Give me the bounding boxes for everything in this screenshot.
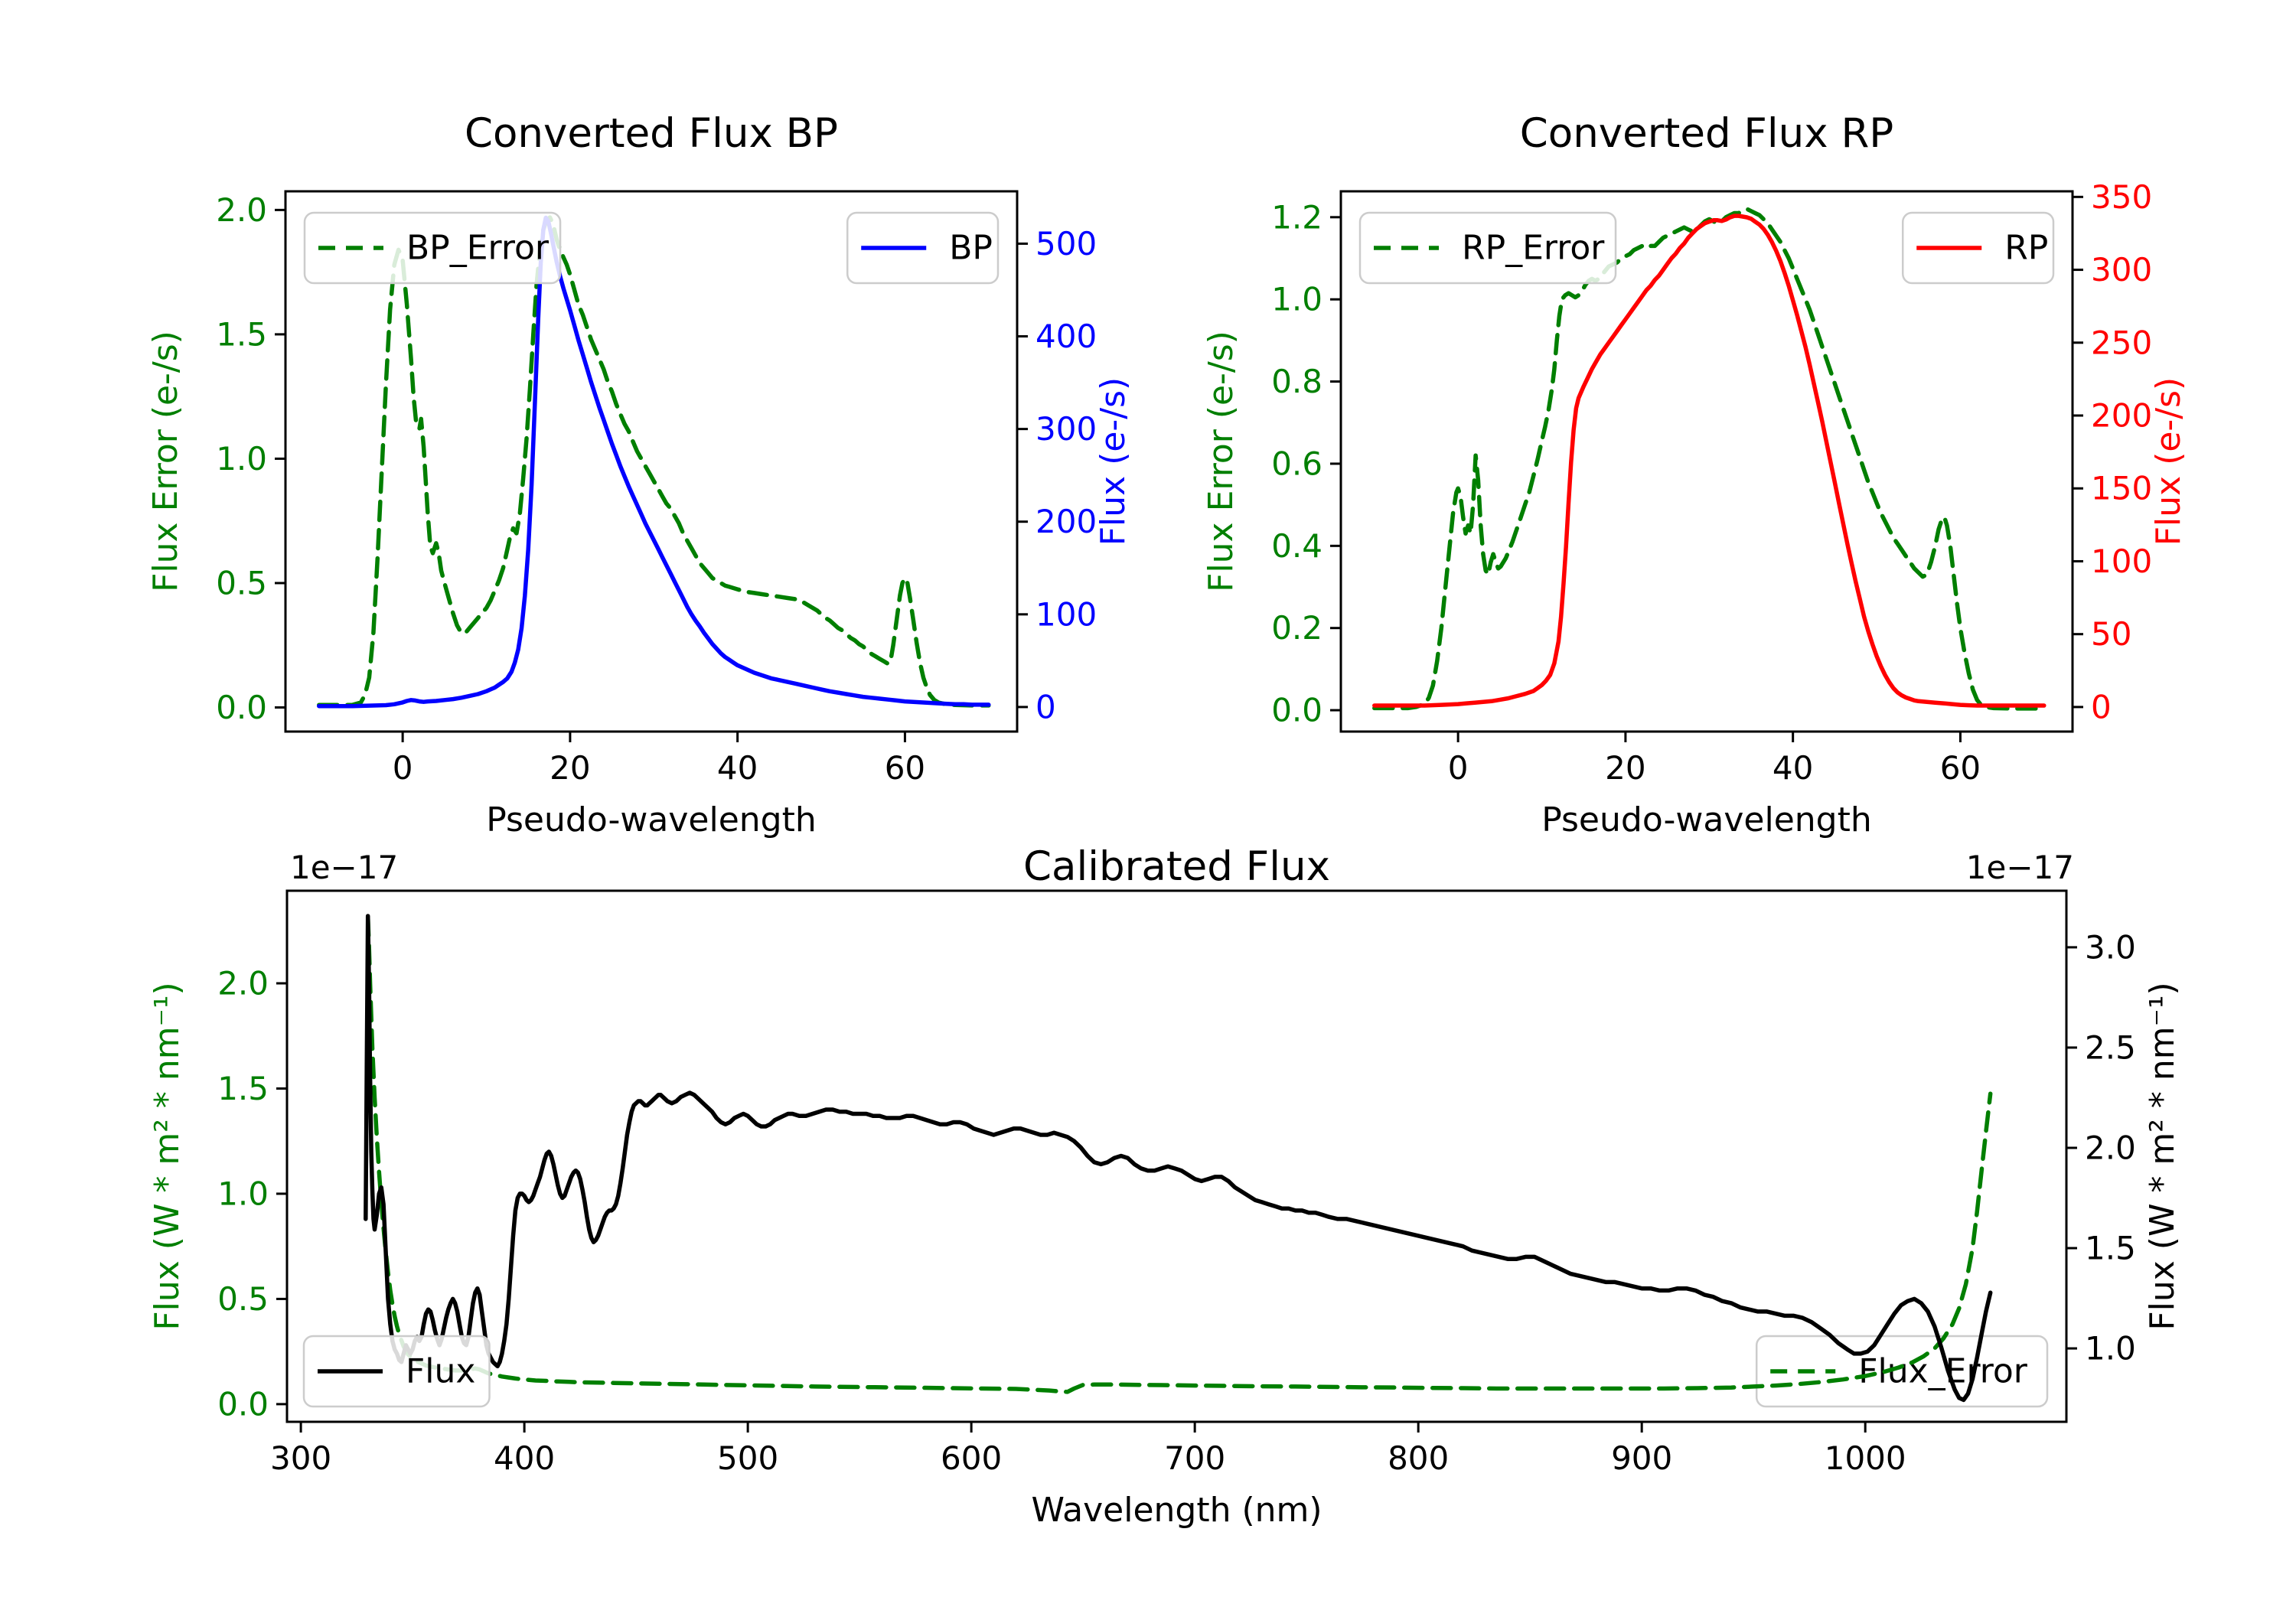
y-tick-label-left: 0.5 bbox=[217, 1280, 269, 1318]
y-tick-label-right: 500 bbox=[1035, 225, 1097, 262]
x-tick-label: 500 bbox=[717, 1439, 778, 1477]
x-tick-label: 0 bbox=[1448, 749, 1469, 787]
x-tick-label: 800 bbox=[1388, 1439, 1449, 1477]
legend-bp: BP bbox=[846, 211, 1000, 285]
series-flux_error bbox=[365, 914, 1993, 1394]
series-rp_error bbox=[1372, 207, 2047, 711]
y-tick-label-right: 100 bbox=[2091, 543, 2152, 580]
y-tick-label-left: 1.0 bbox=[216, 440, 267, 478]
y-tick-label-left: 0.4 bbox=[1271, 527, 1322, 565]
chart-title: Converted Flux BP bbox=[465, 110, 838, 157]
chart-rp: 0 20 40 60 0.0 0.2 0.4 0.6 0.8 1.0 1.2 0 50 100 150 200… bbox=[1202, 110, 2188, 839]
y-tick-label-right: 1.5 bbox=[2085, 1230, 2136, 1267]
x-tick-label: 0 bbox=[393, 749, 413, 787]
legend-frame bbox=[1755, 1335, 2049, 1408]
legend-label: RP bbox=[2004, 229, 2048, 268]
x-tick-label: 40 bbox=[717, 749, 758, 787]
chart-bp: 0 20 40 60 0.0 0.5 1.0 1.5 2.0 0 100 200 300 400 500 Co… bbox=[146, 110, 1133, 839]
y-tick-label-left: 0.0 bbox=[216, 689, 267, 726]
y-axis-label-right: Flux (e-/s) bbox=[2149, 377, 2188, 546]
y-tick-label-left: 2.0 bbox=[217, 964, 269, 1002]
y-tick-label-right: 2.0 bbox=[2085, 1129, 2136, 1166]
legend-rp: RP bbox=[1901, 211, 2055, 285]
y-axis-label-right: Flux (W * m² * nm⁻¹) bbox=[2143, 982, 2182, 1330]
y-tick-label-right: 0 bbox=[1035, 688, 1056, 725]
y-tick-label-right: 50 bbox=[2091, 615, 2131, 653]
legend-frame bbox=[303, 211, 562, 285]
y-tick-label-left: 0.8 bbox=[1271, 363, 1322, 400]
legend-flux: Flux bbox=[302, 1335, 491, 1408]
chart-title: Calibrated Flux bbox=[1023, 843, 1330, 890]
legend-bp_error: BP_Error bbox=[303, 211, 562, 285]
offset-text-left: 1e−17 bbox=[290, 849, 398, 886]
y-tick-label-left: 2.0 bbox=[216, 191, 267, 229]
series-bp_error bbox=[317, 215, 991, 708]
chart-calibrated: Flux_Error 300 400 500 600 700 800 900 1000 0.0 0.… bbox=[148, 843, 2182, 1530]
legend-label: BP_Error bbox=[406, 229, 550, 268]
x-axis-label: Pseudo-wavelength bbox=[486, 800, 817, 839]
legend-label: BP bbox=[949, 229, 993, 268]
y-tick-label-right: 150 bbox=[2091, 470, 2152, 507]
y-tick-label-right: 100 bbox=[1035, 595, 1097, 633]
y-tick-label-right: 200 bbox=[1035, 503, 1097, 540]
series-rp bbox=[1372, 214, 2047, 708]
legend-frame bbox=[1358, 211, 1617, 285]
y-tick-label-right: 350 bbox=[2091, 178, 2152, 216]
legend-label: Flux bbox=[406, 1352, 475, 1391]
x-tick-label: 400 bbox=[494, 1439, 555, 1477]
offset-text-right: 1e−17 bbox=[1966, 849, 2074, 886]
y-tick-label-left: 1.5 bbox=[216, 315, 267, 353]
chart-title: Converted Flux RP bbox=[1520, 110, 1893, 157]
y-tick-label-left: 1.0 bbox=[217, 1175, 269, 1212]
x-axis-label: Wavelength (nm) bbox=[1031, 1491, 1322, 1530]
legend-rp_error: RP_Error bbox=[1358, 211, 1617, 285]
x-axis-label: Pseudo-wavelength bbox=[1541, 800, 1872, 839]
x-tick-label: 300 bbox=[270, 1439, 331, 1477]
x-tick-label: 40 bbox=[1773, 749, 1813, 787]
y-tick-label-right: 2.5 bbox=[2085, 1028, 2136, 1066]
y-tick-label-right: 300 bbox=[1035, 410, 1097, 448]
y-axis-label-left: Flux (W * m² * nm⁻¹) bbox=[148, 982, 187, 1330]
legend-label: RP_Error bbox=[1462, 229, 1605, 268]
y-tick-label-left: 0.0 bbox=[1271, 692, 1322, 729]
series-flux bbox=[364, 914, 1993, 1403]
x-tick-label: 60 bbox=[1940, 749, 1981, 787]
x-tick-label: 700 bbox=[1164, 1439, 1225, 1477]
x-tick-label: 600 bbox=[941, 1439, 1002, 1477]
y-tick-label-right: 300 bbox=[2091, 251, 2152, 288]
y-tick-label-left: 0.5 bbox=[216, 564, 267, 601]
y-axis-label-left: Flux Error (e-/s) bbox=[1202, 331, 1241, 592]
y-tick-label-left: 1.2 bbox=[1271, 198, 1322, 236]
x-tick-label: 1000 bbox=[1825, 1439, 1906, 1477]
x-tick-label: 20 bbox=[550, 749, 590, 787]
y-tick-label-left: 0.0 bbox=[217, 1385, 269, 1423]
y-tick-label-left: 0.2 bbox=[1271, 609, 1322, 647]
x-tick-label: 900 bbox=[1611, 1439, 1672, 1477]
plot-spines bbox=[284, 190, 1019, 733]
plot-spines bbox=[285, 889, 2068, 1423]
y-tick-label-right: 3.0 bbox=[2085, 928, 2136, 966]
legend-frame bbox=[302, 1335, 491, 1408]
y-tick-label-left: 0.6 bbox=[1271, 445, 1322, 482]
y-tick-label-left: 1.5 bbox=[217, 1070, 269, 1107]
y-tick-label-right: 200 bbox=[2091, 397, 2152, 435]
y-tick-label-left: 1.0 bbox=[1271, 281, 1322, 318]
legend-flux_error: Flux_Error bbox=[1755, 1335, 2049, 1408]
series-bp bbox=[317, 215, 991, 709]
y-tick-label-right: 400 bbox=[1035, 318, 1097, 355]
x-tick-label: 20 bbox=[1605, 749, 1645, 787]
y-axis-label-left: Flux Error (e-/s) bbox=[146, 331, 185, 592]
y-tick-label-right: 0 bbox=[2091, 688, 2112, 725]
y-tick-label-right: 250 bbox=[2091, 324, 2152, 361]
y-tick-label-right: 1.0 bbox=[2085, 1330, 2136, 1367]
y-axis-label-right: Flux (e-/s) bbox=[1094, 377, 1133, 546]
plot-spines bbox=[1339, 190, 2074, 733]
x-tick-label: 60 bbox=[885, 749, 925, 787]
